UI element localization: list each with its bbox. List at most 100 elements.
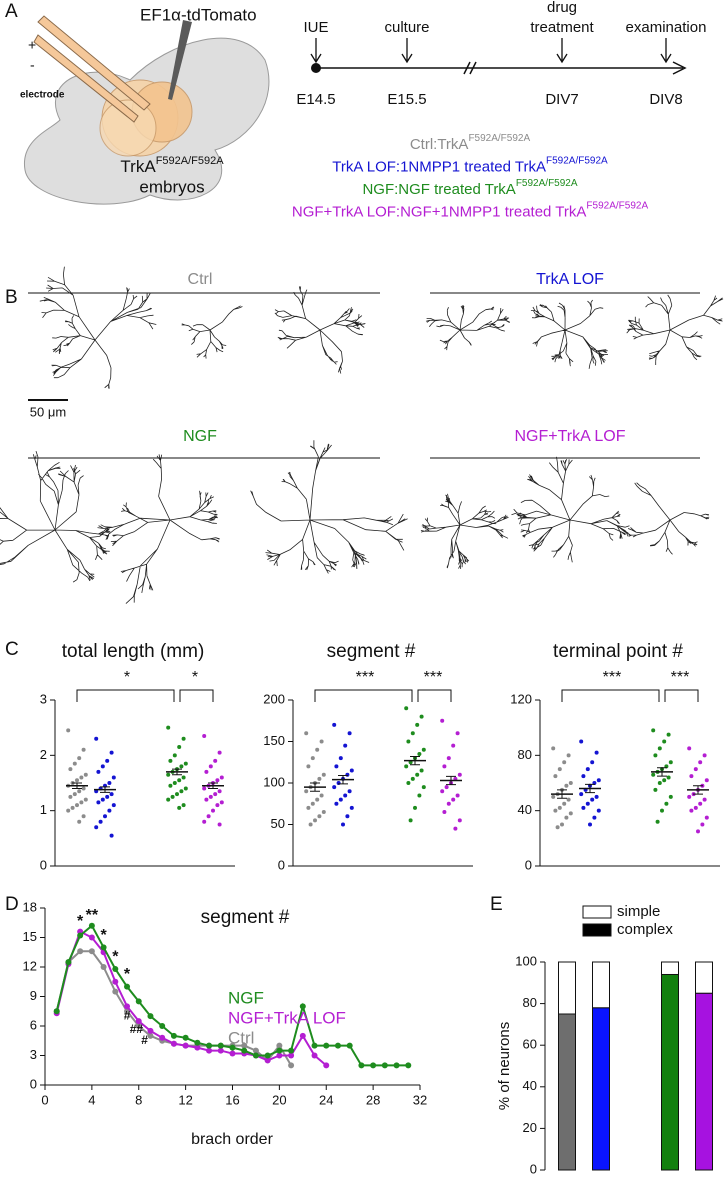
sem-bar: [338, 775, 348, 785]
x-tick-label: 24: [319, 1092, 333, 1107]
condition-superscript: F592A/F592A: [516, 178, 578, 189]
data-dot: [408, 818, 413, 823]
data-point: [311, 1052, 318, 1059]
data-dot: [404, 764, 409, 769]
data-dot: [702, 753, 707, 758]
data-dot: [336, 781, 341, 785]
data-dot: [415, 772, 420, 777]
annotation: *: [112, 948, 119, 965]
data-dot: [79, 775, 84, 780]
data-dot: [700, 822, 705, 827]
plot-title: total length (mm): [62, 641, 205, 662]
data-point: [370, 1062, 377, 1069]
data-dot: [655, 819, 660, 824]
data-point: [135, 1018, 142, 1025]
group-title: NGF: [183, 428, 217, 445]
x-tick-label: 16: [225, 1092, 239, 1107]
data-dot: [321, 810, 326, 815]
data-dot: [217, 822, 222, 827]
annotation: *: [124, 966, 131, 983]
significance-bracket: [561, 689, 660, 702]
timeline-stage: DIV8: [649, 91, 682, 108]
data-point: [170, 1032, 177, 1039]
data-point: [159, 1023, 166, 1029]
neuron-tracing: [420, 493, 509, 570]
sem-bar: [100, 786, 110, 793]
data-dot: [343, 743, 348, 748]
data-dot: [319, 793, 324, 798]
sem-bar: [693, 785, 703, 795]
data-point: [346, 1042, 353, 1049]
data-point: [288, 1062, 295, 1069]
data-dot: [310, 756, 315, 761]
y-tick-label: 0: [530, 1161, 537, 1176]
data-dot: [590, 760, 595, 765]
neuron-tracing: [181, 305, 243, 359]
data-dot: [455, 793, 460, 798]
neuron-tracing: [627, 482, 710, 555]
data-dot: [172, 781, 177, 785]
plot-title: segment #: [201, 907, 290, 928]
data-dot: [109, 792, 114, 797]
sem-bar: [208, 782, 218, 790]
data-dot: [109, 750, 114, 755]
data-dot: [172, 753, 177, 758]
data-dot: [693, 805, 698, 810]
embryo-head: [99, 99, 157, 157]
data-dot: [687, 794, 692, 799]
y-tick-label: 15: [23, 929, 37, 944]
data-dot: [590, 797, 595, 802]
data-dot: [306, 764, 311, 769]
timeline-arrow: [556, 38, 568, 64]
condition-desc: 1NMPP1 treated TrkA: [400, 158, 546, 175]
data-dot: [170, 794, 175, 799]
data-dot: [581, 774, 586, 779]
x-tick-label: 20: [272, 1092, 286, 1107]
condition-name: NGF:: [362, 181, 398, 198]
condition-desc: TrkA: [437, 136, 468, 153]
data-dot: [657, 781, 662, 785]
data-point: [299, 1032, 306, 1039]
condition-desc: NGF treated TrkA: [398, 181, 516, 198]
data-dot: [81, 747, 86, 752]
data-point: [88, 934, 95, 941]
data-dot: [313, 818, 317, 823]
construct-label: EF1α-tdTomato: [140, 5, 257, 24]
data-dot: [451, 797, 456, 802]
data-dot: [406, 739, 411, 744]
x-tick-label: 12: [178, 1092, 192, 1107]
data-dot: [666, 732, 671, 737]
data-dot: [592, 815, 597, 820]
neuron-tracing: [274, 286, 366, 374]
data-point: [288, 1052, 295, 1059]
data-dot: [421, 747, 426, 752]
data-dot: [168, 758, 173, 763]
embryo-label: embryos: [139, 177, 204, 196]
data-dot: [105, 794, 110, 799]
data-dot: [215, 778, 220, 783]
data-dot: [317, 776, 322, 781]
data-dot: [166, 725, 171, 730]
data-dot: [594, 750, 599, 755]
data-point: [276, 1047, 283, 1054]
data-dot: [557, 767, 562, 772]
sem-bar: [310, 782, 320, 792]
data-point: [229, 1044, 236, 1051]
data-point: [100, 944, 107, 951]
significance-bracket: [179, 689, 214, 702]
data-point: [311, 1042, 318, 1049]
data-dot: [585, 767, 590, 772]
data-dot: [557, 805, 562, 810]
electrode-minus: [33, 34, 139, 123]
data-point: [276, 1042, 283, 1049]
embryo-superscript: F592A/F592A: [156, 155, 225, 167]
data-dot: [404, 706, 409, 711]
data-dot: [175, 792, 179, 797]
data-dot: [594, 794, 599, 799]
data-dot: [651, 772, 656, 777]
data-point: [147, 1013, 154, 1020]
data-point: [147, 1027, 154, 1034]
data-dot: [202, 819, 207, 824]
data-dot: [653, 787, 658, 792]
